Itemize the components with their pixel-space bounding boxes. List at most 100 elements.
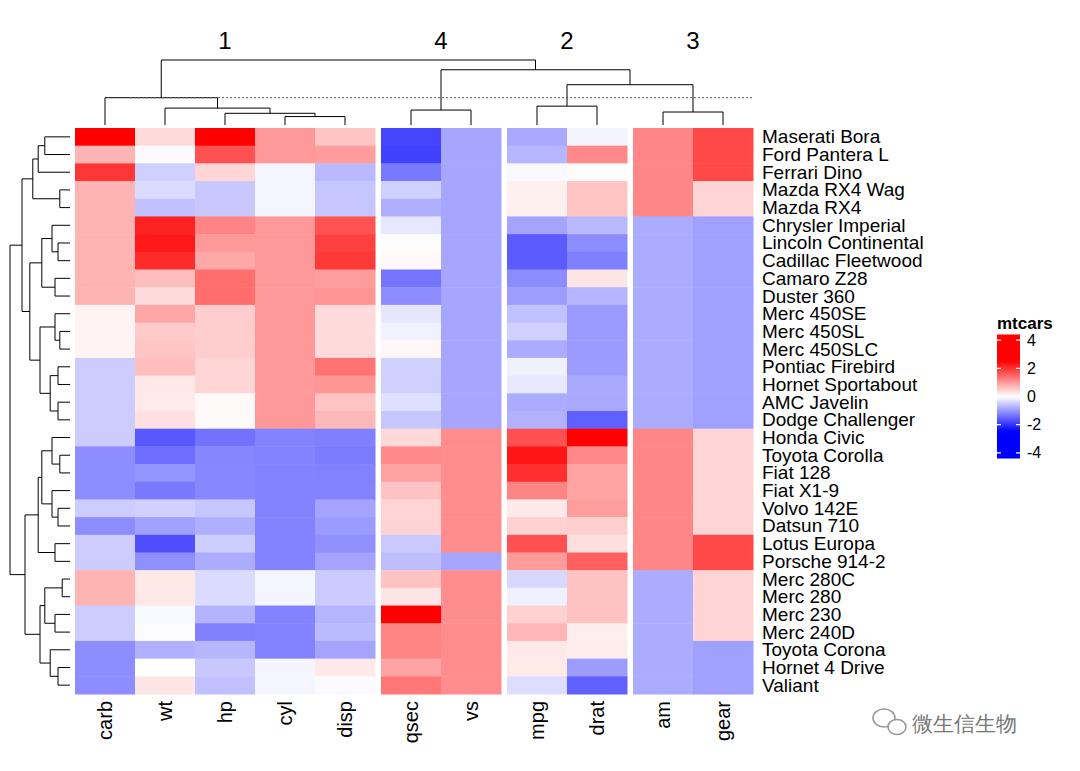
dendrogram-branch: [40, 327, 55, 393]
heatmap-cell: [567, 482, 628, 500]
heatmap-cell: [507, 252, 568, 270]
heatmap-cell: [195, 482, 256, 500]
dendrogram-branch: [25, 515, 40, 634]
heatmap-cell: [381, 411, 442, 429]
heatmap-cell: [195, 287, 256, 305]
heatmap-cell: [315, 464, 376, 482]
dendrogram-branch: [62, 579, 70, 597]
heatmap-cell: [567, 659, 628, 677]
heatmap-cell: [75, 358, 136, 376]
heatmap-cell: [315, 216, 376, 234]
heatmap-cell: [507, 199, 568, 217]
heatmap-cell: [75, 270, 136, 288]
heatmap-cell: [567, 376, 628, 394]
heatmap-cell: [315, 446, 376, 464]
heatmap-cell: [567, 588, 628, 606]
heatmap-cell: [693, 464, 754, 482]
dendrogram-branch: [38, 477, 55, 552]
heatmap-cell: [255, 553, 316, 571]
heatmap-cell: [255, 676, 316, 694]
dendrogram-branch: [55, 278, 70, 296]
heatmap-cell: [633, 128, 694, 146]
heatmap-cell: [75, 393, 136, 411]
heatmap-cell: [135, 376, 196, 394]
column-dendrogram: [105, 60, 723, 125]
dendrogram-branch: [55, 614, 70, 632]
dendrogram-branch: [33, 159, 60, 199]
dendrogram-branch: [441, 70, 630, 110]
dendrogram-branch: [52, 491, 70, 518]
heatmap-cell: [633, 659, 694, 677]
heatmap-cell: [135, 588, 196, 606]
dendrogram-branch: [30, 263, 42, 360]
heatmap-cell: [567, 216, 628, 234]
heatmap-cell: [693, 588, 754, 606]
heatmap-cell: [633, 270, 694, 288]
heatmap-cell: [507, 323, 568, 341]
legend-tick: [997, 424, 1020, 425]
heatmap-cell: [693, 429, 754, 447]
heatmap-cell: [255, 588, 316, 606]
heatmap-cell: [441, 464, 502, 482]
dendrogram-branch: [58, 508, 70, 526]
heatmap-cell: [381, 323, 442, 341]
heatmap-cell: [693, 340, 754, 358]
heatmap-cell: [633, 588, 694, 606]
dendrogram-branch: [58, 402, 70, 420]
heatmap-cell: [315, 641, 376, 659]
heatmap-cell: [567, 287, 628, 305]
column-labels: carbwthpcyldispqsecvsmpgdratamgear: [94, 701, 734, 744]
heatmap-cell: [441, 234, 502, 252]
heatmap-cell: [507, 393, 568, 411]
heatmap-cell: [195, 376, 256, 394]
watermark-icon: [888, 720, 906, 735]
heatmap-cell: [693, 163, 754, 181]
heatmap-cell: [633, 376, 694, 394]
heatmap-cell: [693, 446, 754, 464]
dendrogram-branch: [52, 225, 70, 252]
heatmap-cell: [255, 393, 316, 411]
heatmap-cell: [195, 270, 256, 288]
heatmap-cell: [315, 323, 376, 341]
heatmap-cell: [255, 287, 316, 305]
heatmap-cell: [507, 429, 568, 447]
heatmap-cell: [255, 376, 316, 394]
heatmap-cell: [633, 535, 694, 553]
heatmap-cell: [135, 535, 196, 553]
heatmap-cell: [507, 181, 568, 199]
heatmap-cell: [75, 305, 136, 323]
heatmap-cell: [195, 411, 256, 429]
dendrogram-branch: [50, 650, 70, 677]
heatmap-cell: [195, 216, 256, 234]
heatmap-cell: [75, 181, 136, 199]
heatmap-cell: [315, 358, 376, 376]
heatmap-cell: [567, 429, 628, 447]
heatmap-cell: [633, 570, 694, 588]
legend-tick: [997, 340, 1020, 341]
heatmap-cell: [507, 358, 568, 376]
heatmap-cell: [315, 305, 376, 323]
heatmap-cell: [195, 570, 256, 588]
heatmap-cell: [507, 376, 568, 394]
cells: [75, 128, 754, 695]
heatmap-cell: [195, 393, 256, 411]
heatmap-cell: [567, 464, 628, 482]
dendrogram-branch: [60, 190, 70, 208]
heatmap-cell: [441, 659, 502, 677]
heatmap-cell: [135, 553, 196, 571]
heatmap-cell: [195, 305, 256, 323]
heatmap-cell: [195, 323, 256, 341]
heatmap-cell: [75, 429, 136, 447]
dendrogram-branch: [161, 60, 535, 98]
heatmap-cell: [195, 464, 256, 482]
heatmap-cell: [135, 358, 196, 376]
heatmap-cell: [693, 676, 754, 694]
heatmap-cell: [195, 234, 256, 252]
heatmap-cell: [693, 128, 754, 146]
legend-tick-label: -4: [1027, 444, 1041, 461]
heatmap-cell: [75, 553, 136, 571]
heatmap-cell: [441, 128, 502, 146]
heatmap-cell: [567, 446, 628, 464]
legend-tick: [997, 396, 1020, 397]
heatmap-cell: [381, 305, 442, 323]
